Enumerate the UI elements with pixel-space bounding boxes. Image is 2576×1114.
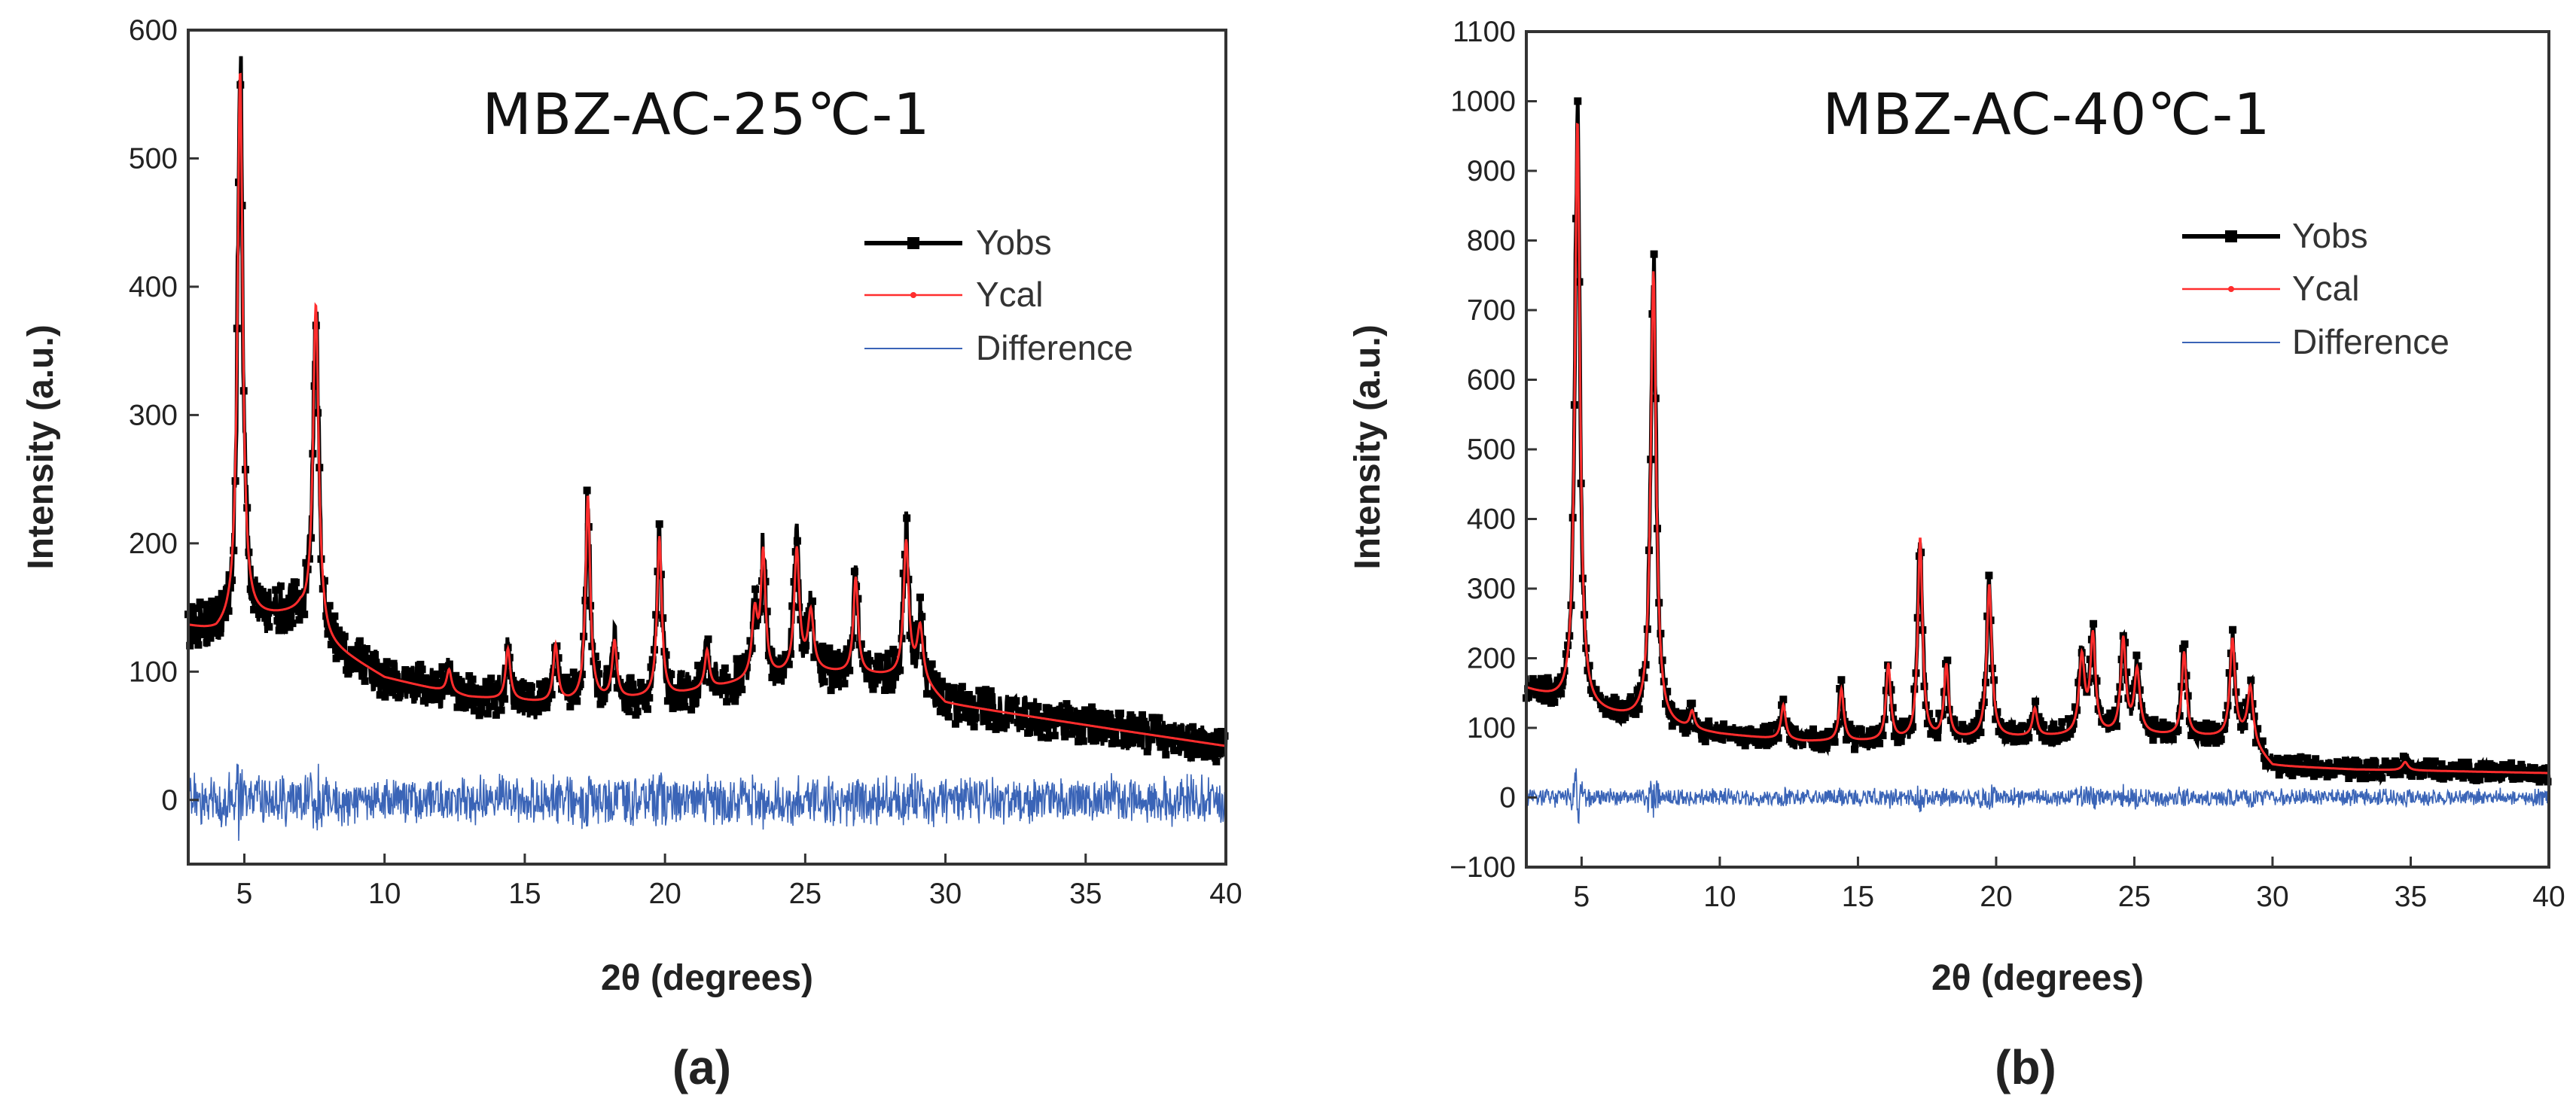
panel-b-y-tick-label: 1000: [1450, 86, 1516, 118]
panel-a-ycal-series: [187, 72, 1227, 747]
panel-a-legend-ycal-label: Ycal: [976, 275, 1043, 314]
panel-b-panel-label: (b): [1995, 1040, 2056, 1094]
panel-a-yobs-markers: [184, 81, 1229, 765]
panel-a-y-tick-label: 100: [129, 656, 178, 688]
panel-a-x-tick-label: 5: [236, 878, 253, 910]
panel-a-x-tick-label: 15: [508, 878, 541, 910]
panel-b-axes: 5 10 15 20 25 30 35 40 −100 0 100 200 300 400 500 600 70…: [1450, 16, 2565, 913]
panel-a-y-axis-label: Intensity (a.u.): [21, 324, 61, 569]
panel-a-legend-difference-label: Difference: [976, 328, 1133, 367]
panel-a-legend-yobs-marker: [907, 237, 919, 249]
panel-b-ycal-series: [1526, 123, 2549, 775]
panel-b-yobs-markers: [1523, 97, 2552, 786]
panel-a-plot-frame: [187, 29, 1227, 866]
panel-b-y-axis-label: Intensity (a.u.): [1348, 324, 1388, 569]
panel-a-difference-series: [187, 763, 1227, 842]
panel-b-yobs-series: [1524, 101, 2551, 786]
panel-a-title: MBZ-AC-25℃-1: [482, 81, 930, 148]
panel-b-x-tick-label: 35: [2395, 881, 2427, 913]
panel-b-x-tick-label: 30: [2256, 881, 2288, 913]
panel-b-legend-ycal-label: Ycal: [2292, 269, 2359, 308]
panel-b-x-tick-label: 20: [1980, 881, 2012, 913]
panel-b-x-tick-label: 5: [1574, 881, 1590, 913]
panel-b-legend: Yobs Ycal Difference: [2182, 216, 2449, 361]
panel-a-y-tick-label: 600: [129, 14, 178, 47]
panel-a-data-layer: [184, 56, 1229, 842]
panel-a-y-tick-label: 400: [129, 271, 178, 303]
panel-a-x-tick-label: 10: [368, 878, 401, 910]
panel-a-legend-ycal-marker: [910, 292, 916, 298]
panel-b-legend-ycal-marker: [2228, 286, 2234, 292]
panel-b-data-layer: [1523, 97, 2552, 824]
panel-b-y-tick-label: 400: [1467, 504, 1516, 536]
panel-a-x-axis-label: 2θ (degrees): [601, 958, 813, 998]
panel-b: 5 10 15 20 25 30 35 40 −100 0 100 200 300 400 500 600 70…: [1348, 16, 2565, 1094]
panel-a-panel-label: (a): [672, 1040, 731, 1094]
panel-b-y-tick-label: −100: [1450, 851, 1516, 884]
panel-b-y-tick-label: 300: [1467, 573, 1516, 605]
panel-a-x-tick-label: 20: [648, 878, 681, 910]
panel-a-y-tick-label: 0: [161, 784, 178, 817]
panel-b-legend-yobs-marker: [2225, 230, 2237, 242]
panel-a-x-tick-label: 25: [789, 878, 822, 910]
panel-b-x-tick-label: 15: [1842, 881, 1874, 913]
panel-b-y-tick-label: 100: [1467, 712, 1516, 744]
panel-b-plot-frame: [1525, 30, 2550, 869]
panel-b-y-tick-label: 600: [1467, 364, 1516, 397]
panel-a-legend: Yobs Ycal Difference: [864, 223, 1133, 367]
panel-b-y-tick-label: 500: [1467, 434, 1516, 466]
panel-b-y-tick-label: 0: [1499, 782, 1516, 814]
panel-b-y-tick-label: 900: [1467, 155, 1516, 187]
panel-b-x-tick-label: 40: [2532, 881, 2565, 913]
panel-a-x-tick-label: 30: [929, 878, 962, 910]
panel-b-y-tick-label: 800: [1467, 225, 1516, 257]
panel-b-x-axis-label: 2θ (degrees): [1931, 958, 2144, 998]
panel-a-x-tick-label: 35: [1069, 878, 1102, 910]
panel-b-title: MBZ-AC-40℃-1: [1822, 81, 2270, 148]
panel-b-x-tick-label: 10: [1703, 881, 1736, 913]
panel-b-legend-difference-label: Difference: [2292, 322, 2449, 361]
panel-a-y-tick-label: 500: [129, 142, 178, 175]
panel-b-legend-yobs-label: Yobs: [2292, 216, 2368, 255]
panel-a-y-tick-label: 200: [129, 528, 178, 560]
panel-b-y-tick-label: 200: [1467, 643, 1516, 675]
panel-a-x-tick-label: 40: [1209, 878, 1242, 910]
panel-a-legend-yobs-label: Yobs: [976, 223, 1052, 262]
panel-b-y-tick-label: 700: [1467, 294, 1516, 327]
panel-b-x-tick-label: 25: [2118, 881, 2151, 913]
panel-a-y-tick-label: 300: [129, 399, 178, 431]
panel-b-y-tick-label: 1100: [1453, 16, 1516, 48]
panel-b-difference-series: [1526, 768, 2550, 824]
